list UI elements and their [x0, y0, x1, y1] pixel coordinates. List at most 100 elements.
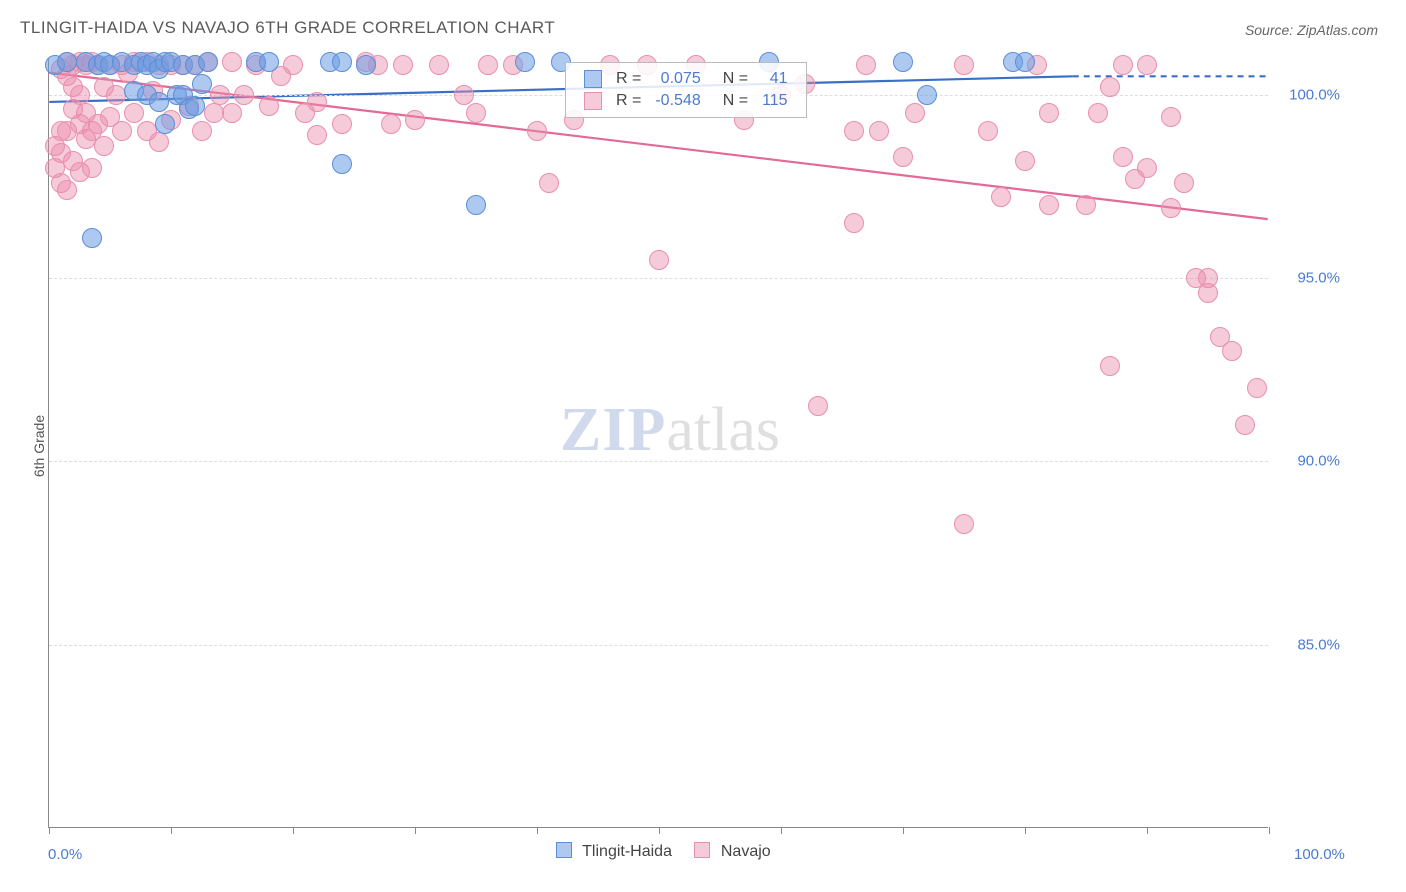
data-point-b [1113, 55, 1133, 75]
data-point-b [1137, 55, 1157, 75]
data-point-b [222, 103, 242, 123]
data-point-a [1015, 52, 1035, 72]
data-point-b [307, 92, 327, 112]
data-point-a [57, 52, 77, 72]
series-b-name: Navajo [721, 843, 771, 860]
legend-row-series-a: R = 0.075 N = 41 [578, 69, 794, 89]
x-tick [1025, 827, 1026, 834]
data-point-a [198, 52, 218, 72]
x-tick [903, 827, 904, 834]
data-point-b [429, 55, 449, 75]
y-tick-label: 90.0% [1297, 453, 1340, 470]
data-point-b [94, 136, 114, 156]
data-point-b [332, 114, 352, 134]
data-point-b [1113, 147, 1133, 167]
data-point-b [210, 85, 230, 105]
correlation-legend: R = 0.075 N = 41 R = -0.548 N = 115 [565, 62, 807, 118]
data-point-b [893, 147, 913, 167]
y-tick-label: 100.0% [1289, 86, 1340, 103]
data-point-b [1137, 158, 1157, 178]
data-point-a [356, 55, 376, 75]
data-point-b [954, 514, 974, 534]
data-point-b [527, 121, 547, 141]
x-tick [537, 827, 538, 834]
regression-lines [49, 58, 1268, 827]
x-tick [781, 827, 782, 834]
data-point-b [844, 121, 864, 141]
gridline-h [49, 278, 1268, 279]
data-point-b [869, 121, 889, 141]
r-value-b: -0.548 [649, 91, 706, 111]
data-point-b [204, 103, 224, 123]
x-tick [171, 827, 172, 834]
data-point-b [1161, 198, 1181, 218]
data-point-b [112, 121, 132, 141]
data-point-b [70, 85, 90, 105]
data-point-b [991, 187, 1011, 207]
data-point-b [954, 55, 974, 75]
x-tick [415, 827, 416, 834]
data-point-b [259, 96, 279, 116]
y-axis-label: 6th Grade [31, 415, 47, 477]
data-point-b [381, 114, 401, 134]
data-point-b [478, 55, 498, 75]
data-point-a [259, 52, 279, 72]
data-point-b [1235, 415, 1255, 435]
r-label: R = [610, 91, 647, 111]
data-point-b [808, 396, 828, 416]
data-point-b [149, 132, 169, 152]
data-point-b [1222, 341, 1242, 361]
data-point-a [332, 154, 352, 174]
data-point-b [1039, 195, 1059, 215]
gridline-h [49, 461, 1268, 462]
data-point-b [844, 213, 864, 233]
data-point-b [405, 110, 425, 130]
data-point-a [155, 114, 175, 134]
data-point-b [978, 121, 998, 141]
data-point-b [106, 85, 126, 105]
data-point-b [57, 180, 77, 200]
data-point-b [905, 103, 925, 123]
x-tick [659, 827, 660, 834]
data-point-b [1076, 195, 1096, 215]
data-point-b [1039, 103, 1059, 123]
x-axis-min-label: 0.0% [48, 846, 82, 863]
data-point-b [283, 55, 303, 75]
data-point-b [856, 55, 876, 75]
data-point-b [234, 85, 254, 105]
data-point-b [393, 55, 413, 75]
data-point-b [649, 250, 669, 270]
data-point-b [1198, 283, 1218, 303]
data-point-b [222, 52, 242, 72]
swatch-navajo [584, 92, 602, 110]
series-legend: Tlingit-Haida Navajo [538, 842, 771, 861]
legend-row-series-b: R = -0.548 N = 115 [578, 91, 794, 111]
swatch-tlingit-haida [584, 70, 602, 88]
data-point-b [539, 173, 559, 193]
n-value-b: 115 [756, 91, 794, 111]
gridline-h [49, 645, 1268, 646]
data-point-a [185, 96, 205, 116]
data-point-a [917, 85, 937, 105]
data-point-b [1174, 173, 1194, 193]
scatter-plot-area: 100.0%95.0%90.0%85.0% [48, 58, 1268, 828]
x-axis-max-label: 100.0% [1294, 846, 1345, 863]
x-tick [1147, 827, 1148, 834]
data-point-b [1161, 107, 1181, 127]
x-tick [1269, 827, 1270, 834]
x-tick [293, 827, 294, 834]
data-point-a [893, 52, 913, 72]
data-point-b [466, 103, 486, 123]
n-value-a: 41 [756, 69, 794, 89]
data-point-b [124, 103, 144, 123]
chart-source: Source: ZipAtlas.com [1245, 22, 1378, 38]
data-point-b [1015, 151, 1035, 171]
series-a-name: Tlingit-Haida [582, 843, 672, 860]
swatch-tlingit-haida [556, 842, 572, 858]
data-point-b [82, 158, 102, 178]
data-point-b [1247, 378, 1267, 398]
data-point-a [149, 92, 169, 112]
swatch-navajo [694, 842, 710, 858]
n-label: N = [709, 69, 754, 89]
data-point-b [1100, 356, 1120, 376]
